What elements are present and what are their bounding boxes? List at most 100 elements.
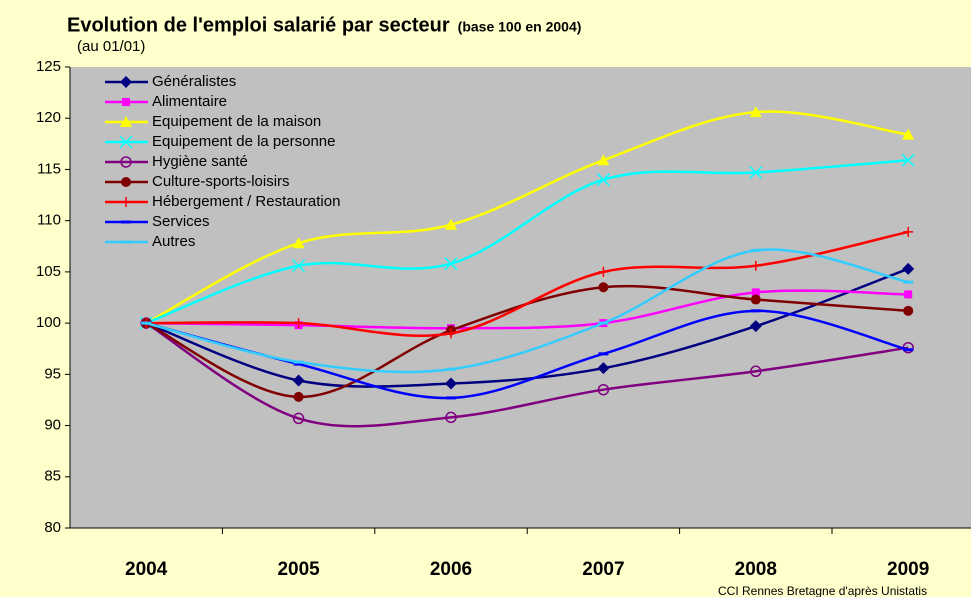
marker: [903, 226, 914, 237]
marker-shape: [121, 197, 131, 207]
marker-shape: [904, 290, 913, 299]
marker-shape: [751, 288, 760, 297]
plot-area: [70, 67, 971, 528]
source: CCI Rennes Bretagne d'après Unistatis: [718, 584, 927, 597]
marker: [749, 320, 762, 333]
marker-shape: [293, 318, 304, 329]
marker-shape: [292, 374, 305, 387]
marker-shape: [902, 128, 915, 140]
marker-shape: [122, 98, 130, 106]
y-tick-label: 85: [44, 468, 61, 485]
marker-shape: [597, 383, 610, 396]
marker-shape: [120, 156, 132, 168]
marker: [445, 411, 457, 424]
marker-shape: [903, 226, 914, 237]
marker-shape: [445, 411, 457, 424]
marker-shape: [598, 282, 609, 293]
marker: [119, 135, 133, 149]
marker-shape: [901, 153, 915, 167]
marker-shape: [293, 391, 304, 402]
marker-shape: [445, 377, 457, 390]
marker: [902, 262, 915, 275]
marker-shape: [749, 106, 762, 118]
legend-label: Services: [152, 213, 210, 230]
marker-shape: [749, 165, 763, 180]
series-line: [145, 248, 909, 374]
marker-shape: [750, 365, 762, 378]
marker: [293, 391, 304, 402]
x-tick-label: 2009: [887, 559, 929, 580]
marker-shape: [120, 116, 132, 127]
legend-label: Equipement de la personne: [152, 133, 335, 150]
marker-shape: [444, 257, 458, 271]
x-tick-label: 2005: [277, 559, 320, 580]
legend-label: Hébergement / Restauration: [152, 193, 340, 210]
marker-shape: [445, 218, 457, 230]
y-tick-label: 110: [37, 212, 61, 229]
marker: [292, 412, 305, 425]
marker-shape: [119, 135, 133, 149]
y-tick-label: 115: [37, 160, 61, 177]
marker-shape: [598, 266, 609, 277]
marker-shape: [903, 305, 914, 316]
x-tick-label: 2004: [125, 559, 168, 580]
marker-shape: [292, 259, 306, 273]
x-tick-label: 2006: [430, 559, 472, 580]
marker: [293, 318, 304, 329]
x-tick-label: 2007: [582, 559, 624, 580]
marker: [902, 128, 915, 140]
legend-label: Hygiène santé: [152, 153, 248, 170]
y-tick-label: 120: [36, 109, 61, 126]
series-line: [145, 322, 909, 428]
series-line: [146, 289, 909, 330]
y-tick-label: 95: [44, 365, 61, 382]
marker: [444, 257, 458, 271]
marker: [597, 362, 610, 375]
marker: [749, 165, 763, 180]
marker: [292, 374, 305, 387]
marker: [292, 259, 306, 273]
series-line: [145, 110, 909, 325]
marker-shape: [749, 320, 762, 333]
marker-shape: [292, 412, 305, 425]
series-line: [145, 267, 909, 388]
y-tick-label: 105: [36, 263, 61, 280]
marker-shape: [597, 362, 610, 375]
series-line: [146, 230, 909, 337]
marker: [901, 153, 915, 167]
marker-shape: [121, 177, 131, 187]
marker: [120, 156, 132, 168]
legend-label: Culture-sports-loisirs: [152, 173, 290, 190]
marker: [749, 106, 762, 118]
marker: [598, 266, 609, 277]
marker: [121, 197, 131, 207]
marker: [597, 383, 610, 396]
marker: [903, 305, 914, 316]
marker: [597, 154, 610, 166]
marker: [904, 290, 913, 299]
title-note: (base 100 en 2004): [458, 19, 582, 35]
series-line: [145, 158, 909, 325]
marker: [751, 288, 760, 297]
series-line: [145, 284, 909, 399]
legend-label: Autres: [152, 233, 195, 250]
marker-shape: [902, 262, 915, 275]
y-tick-label: 80: [44, 519, 61, 536]
marker: [445, 377, 457, 390]
marker-shape: [446, 328, 456, 339]
chart-title: Evolution de l'emploi salarié par secteu…: [67, 14, 450, 36]
marker: [122, 98, 130, 106]
marker-shape: [750, 260, 761, 271]
x-tick-label: 2008: [735, 559, 777, 580]
marker-shape: [750, 294, 761, 305]
marker-shape: [292, 237, 305, 249]
marker-shape: [120, 76, 132, 88]
subtitle: (au 01/01): [77, 38, 145, 55]
y-tick-label: 125: [36, 58, 61, 75]
marker: [120, 76, 132, 88]
marker: [120, 116, 132, 127]
legend-label: Généralistes: [152, 73, 236, 90]
marker: [446, 328, 456, 339]
marker-shape: [597, 154, 610, 166]
